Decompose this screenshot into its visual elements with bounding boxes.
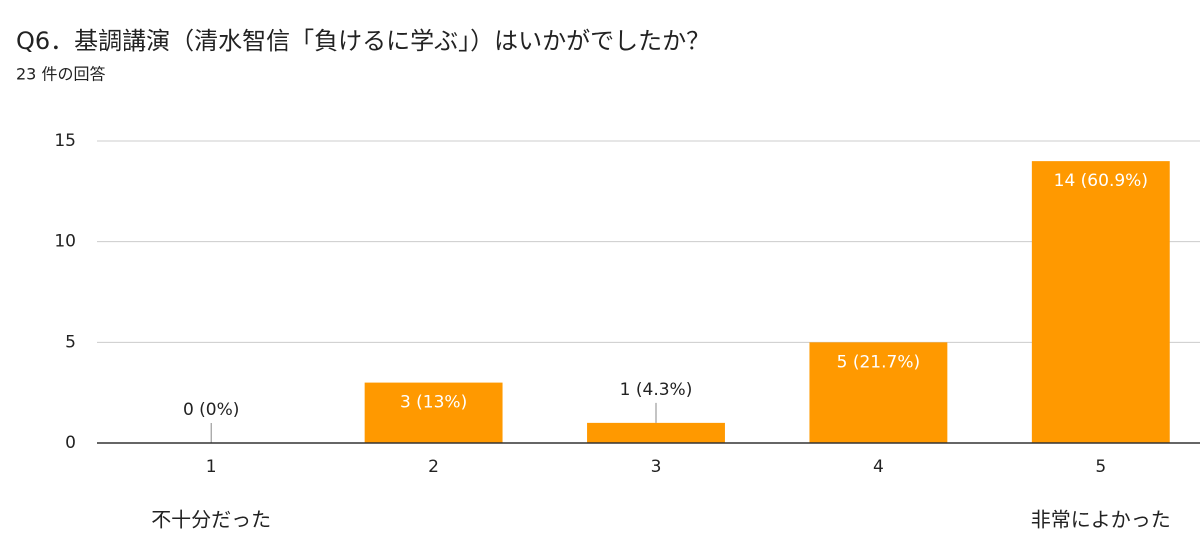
value-label: 3 (13%) — [400, 393, 467, 413]
y-tick-label: 10 — [54, 232, 76, 252]
value-label: 0 (0%) — [183, 400, 239, 420]
x-tick-label: 3 — [651, 457, 662, 477]
chart-title: Q6．基調講演（清水智信「負けるに学ぶ」）はいかがでしたか？ — [16, 27, 710, 55]
x-tick-label: 5 — [1095, 457, 1106, 477]
x-tick-label: 2 — [428, 457, 439, 477]
value-label: 5 (21.7%) — [837, 352, 921, 372]
chart-subtitle: 23 件の回答 — [16, 65, 105, 84]
y-tick-label: 15 — [54, 131, 76, 151]
value-label: 14 (60.9%) — [1054, 171, 1148, 191]
y-tick-label: 5 — [65, 332, 76, 352]
bar — [587, 422, 725, 443]
scale-label: 非常によかった — [1031, 508, 1171, 532]
x-tick-label: 1 — [206, 457, 217, 477]
x-tick-label: 4 — [873, 457, 884, 477]
scale-label: 不十分だった — [151, 508, 271, 532]
bar — [364, 382, 503, 443]
y-tick-label: 0 — [65, 433, 76, 453]
bar — [809, 342, 948, 443]
bar — [1031, 161, 1170, 443]
value-label: 1 (4.3%) — [620, 380, 693, 400]
